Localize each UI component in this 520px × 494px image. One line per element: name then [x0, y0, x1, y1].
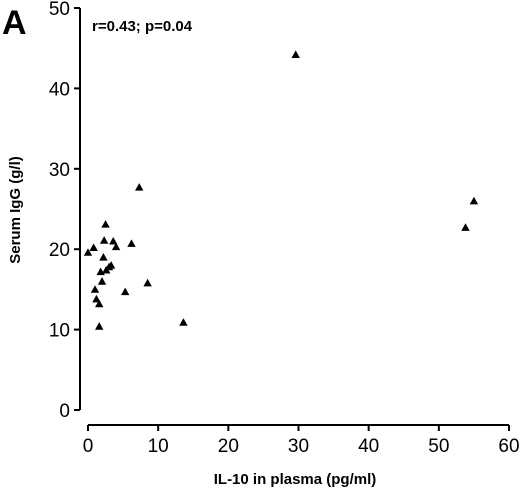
x-tick-label: 50: [428, 436, 449, 457]
x-tick-label: 60: [498, 436, 519, 457]
data-point-marker: [99, 236, 109, 244]
data-point-marker: [92, 294, 101, 303]
y-tick-label: 30: [49, 160, 70, 181]
data-point-marker: [101, 220, 110, 228]
data-point-marker: [461, 223, 470, 231]
y-tick-label: 40: [49, 79, 70, 100]
data-point-marker: [97, 277, 107, 285]
x-tick-label: 0: [83, 436, 94, 457]
data-point-marker: [109, 236, 118, 245]
y-tick-label: 20: [49, 240, 70, 261]
data-point-marker: [106, 261, 116, 269]
axes: 0 10 20 30 40 50 0 10 20 30 40 50 60: [49, 0, 520, 457]
data-point-marker: [95, 322, 104, 330]
x-tick-label: 10: [148, 436, 169, 457]
panel-label: A: [2, 4, 27, 42]
correlation-annotation: r=0.43; p=0.04: [92, 18, 193, 35]
y-tick-label: 0: [59, 401, 70, 422]
x-tick-label: 30: [288, 436, 309, 457]
data-point-marker: [135, 183, 144, 191]
data-point-marker: [89, 243, 98, 251]
data-point-marker: [143, 278, 152, 287]
data-point-marker: [469, 196, 479, 205]
data-point-marker: [95, 299, 104, 308]
x-tick-label: 40: [358, 436, 379, 457]
data-point-marker: [291, 50, 300, 58]
data-point-marker: [120, 287, 130, 296]
data-point-marker: [99, 253, 108, 261]
y-axis-label: Serum IgG (g/l): [7, 156, 24, 264]
x-tick-label: 20: [218, 436, 239, 457]
x-axis-label: IL-10 in plasma (pg/ml): [214, 471, 377, 488]
data-point-marker: [127, 239, 136, 247]
data-point-marker: [179, 318, 188, 326]
data-points: [83, 50, 479, 330]
y-tick-label: 50: [49, 0, 70, 20]
data-point-marker: [111, 242, 121, 251]
data-point-marker: [90, 285, 100, 293]
y-tick-label: 10: [49, 321, 70, 342]
data-point-marker: [83, 248, 93, 256]
